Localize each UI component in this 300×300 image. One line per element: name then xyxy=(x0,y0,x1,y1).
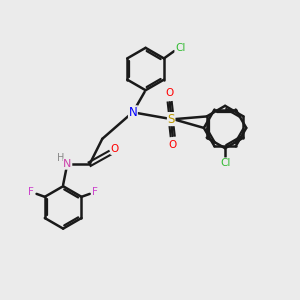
Text: Cl: Cl xyxy=(220,158,230,168)
Text: F: F xyxy=(92,188,98,197)
Text: Cl: Cl xyxy=(175,43,185,53)
Text: O: O xyxy=(169,140,177,150)
Text: N: N xyxy=(128,106,137,119)
Text: N: N xyxy=(63,159,72,169)
Text: H: H xyxy=(57,153,64,163)
Text: O: O xyxy=(166,88,174,98)
Text: S: S xyxy=(167,112,175,126)
Text: O: O xyxy=(111,144,119,154)
Text: F: F xyxy=(28,188,34,197)
